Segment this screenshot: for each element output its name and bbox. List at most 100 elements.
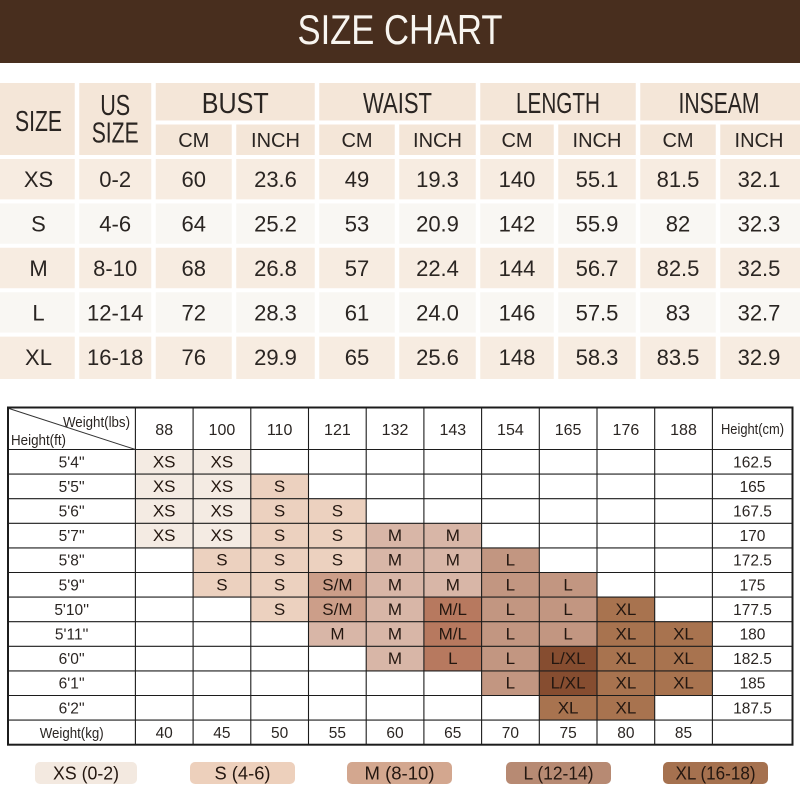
svg-text:M/L: M/L	[439, 600, 467, 619]
svg-text:53: 53	[345, 212, 369, 237]
svg-text:6'1'': 6'1''	[59, 676, 85, 693]
svg-text:XL: XL	[616, 600, 637, 619]
svg-text:144: 144	[499, 256, 536, 281]
svg-text:8-10: 8-10	[93, 256, 137, 281]
svg-text:32.5: 32.5	[738, 256, 781, 281]
svg-text:L: L	[563, 600, 572, 619]
svg-text:L/XL: L/XL	[551, 674, 586, 693]
svg-text:57: 57	[345, 256, 369, 281]
svg-text:142: 142	[499, 212, 536, 237]
svg-text:M: M	[446, 575, 460, 594]
svg-text:XS: XS	[211, 477, 234, 496]
svg-text:177.5: 177.5	[733, 602, 772, 619]
svg-text:S: S	[274, 551, 285, 570]
svg-text:148: 148	[499, 345, 536, 370]
svg-text:75: 75	[559, 725, 576, 742]
svg-text:165: 165	[555, 422, 582, 439]
svg-text:32.1: 32.1	[738, 167, 781, 192]
svg-text:5'7'': 5'7''	[59, 528, 85, 545]
svg-text:L/XL: L/XL	[551, 649, 586, 668]
svg-text:XL: XL	[25, 345, 52, 370]
svg-text:Height(ft): Height(ft)	[11, 433, 66, 449]
svg-text:60: 60	[386, 725, 404, 742]
svg-text:121: 121	[324, 422, 351, 439]
svg-text:55.9: 55.9	[576, 212, 619, 237]
svg-text:M: M	[388, 526, 402, 545]
svg-text:L: L	[32, 300, 44, 325]
svg-text:M/L: M/L	[439, 625, 467, 644]
svg-text:S: S	[31, 212, 46, 237]
svg-text:XL: XL	[673, 674, 694, 693]
svg-text:XL: XL	[616, 698, 637, 717]
svg-text:CM: CM	[178, 130, 209, 152]
svg-text:XL: XL	[616, 625, 637, 644]
svg-text:85: 85	[675, 725, 692, 742]
svg-text:M: M	[388, 575, 402, 594]
svg-text:L: L	[506, 674, 515, 693]
svg-text:110: 110	[267, 422, 293, 439]
svg-text:S: S	[274, 502, 285, 521]
svg-text:175: 175	[740, 577, 766, 594]
svg-text:S: S	[216, 551, 227, 570]
svg-text:L: L	[506, 625, 515, 644]
svg-text:WAIST: WAIST	[363, 88, 432, 120]
svg-text:S: S	[274, 477, 285, 496]
svg-text:M: M	[388, 551, 402, 570]
svg-text:M: M	[446, 551, 460, 570]
svg-text:154: 154	[497, 422, 524, 439]
svg-text:S (4-6): S (4-6)	[215, 764, 271, 784]
svg-text:26.8: 26.8	[254, 256, 297, 281]
svg-text:64: 64	[182, 212, 206, 237]
svg-text:25.6: 25.6	[416, 345, 459, 370]
svg-text:INCH: INCH	[735, 130, 784, 152]
svg-text:Weight(kg): Weight(kg)	[40, 726, 104, 742]
svg-text:65: 65	[444, 725, 461, 742]
svg-text:SIZE CHART: SIZE CHART	[298, 6, 503, 53]
svg-text:12-14: 12-14	[87, 300, 143, 325]
svg-text:5'8'': 5'8''	[59, 553, 85, 570]
svg-text:49: 49	[345, 167, 369, 192]
svg-text:INCH: INCH	[251, 130, 300, 152]
svg-text:XS: XS	[24, 167, 53, 192]
svg-text:72: 72	[182, 300, 206, 325]
svg-text:INCH: INCH	[573, 130, 622, 152]
svg-text:83: 83	[666, 300, 690, 325]
svg-text:16-18: 16-18	[87, 345, 143, 370]
svg-text:Weight(lbs): Weight(lbs)	[63, 415, 130, 431]
svg-text:L: L	[563, 625, 572, 644]
svg-text:L: L	[563, 575, 572, 594]
svg-text:INSEAM: INSEAM	[679, 88, 760, 120]
svg-text:CM: CM	[501, 130, 532, 152]
svg-text:132: 132	[382, 422, 409, 439]
svg-text:25.2: 25.2	[254, 212, 297, 237]
svg-text:XL: XL	[616, 674, 637, 693]
svg-text:XS: XS	[211, 452, 234, 471]
svg-text:6'0'': 6'0''	[59, 651, 85, 668]
svg-text:180: 180	[740, 627, 766, 644]
svg-text:80: 80	[617, 725, 635, 742]
svg-text:S: S	[216, 575, 227, 594]
svg-text:XS: XS	[153, 477, 176, 496]
svg-text:S: S	[332, 502, 343, 521]
svg-text:XS: XS	[211, 526, 234, 545]
svg-text:M: M	[388, 600, 402, 619]
svg-text:S: S	[332, 551, 343, 570]
svg-text:82: 82	[666, 212, 690, 237]
svg-text:57.5: 57.5	[576, 300, 619, 325]
svg-text:76: 76	[182, 345, 206, 370]
svg-text:28.3: 28.3	[254, 300, 297, 325]
svg-text:4-6: 4-6	[99, 212, 131, 237]
svg-text:S: S	[274, 575, 285, 594]
svg-text:XL: XL	[616, 649, 637, 668]
svg-text:6'2'': 6'2''	[59, 700, 85, 717]
svg-text:5'10'': 5'10''	[54, 602, 89, 619]
svg-text:XL: XL	[673, 649, 694, 668]
svg-text:185: 185	[740, 676, 766, 693]
svg-text:XS: XS	[211, 502, 234, 521]
svg-text:5'4'': 5'4''	[59, 454, 85, 471]
svg-text:0-2: 0-2	[99, 167, 131, 192]
svg-text:19.3: 19.3	[416, 167, 459, 192]
svg-text:S/M: S/M	[322, 600, 352, 619]
svg-text:INCH: INCH	[413, 130, 462, 152]
svg-text:182.5: 182.5	[733, 651, 772, 668]
